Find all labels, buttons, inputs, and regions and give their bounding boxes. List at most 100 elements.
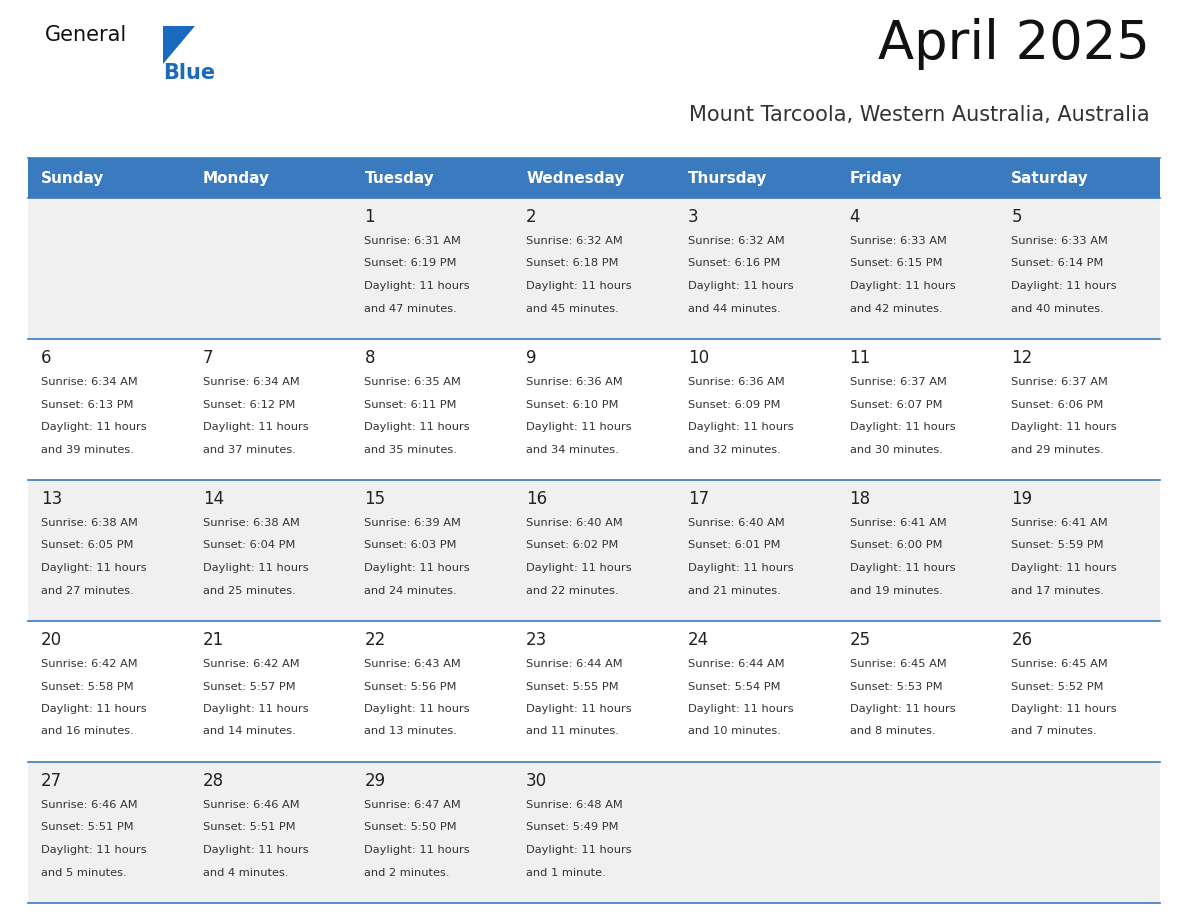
Text: Sunset: 6:05 PM: Sunset: 6:05 PM bbox=[42, 541, 133, 551]
Text: Sunrise: 6:45 AM: Sunrise: 6:45 AM bbox=[849, 659, 947, 669]
Text: 18: 18 bbox=[849, 490, 871, 508]
Text: Sunset: 5:56 PM: Sunset: 5:56 PM bbox=[365, 681, 457, 691]
Text: Sunrise: 6:46 AM: Sunrise: 6:46 AM bbox=[42, 800, 138, 810]
Text: and 42 minutes.: and 42 minutes. bbox=[849, 304, 942, 314]
Text: 6: 6 bbox=[42, 349, 51, 367]
Text: Tuesday: Tuesday bbox=[365, 171, 434, 185]
Text: Sunrise: 6:33 AM: Sunrise: 6:33 AM bbox=[849, 236, 947, 246]
Text: Sunrise: 6:35 AM: Sunrise: 6:35 AM bbox=[365, 377, 461, 387]
Text: Thursday: Thursday bbox=[688, 171, 767, 185]
Text: 8: 8 bbox=[365, 349, 375, 367]
Text: Daylight: 11 hours: Daylight: 11 hours bbox=[688, 422, 794, 432]
Text: Sunrise: 6:44 AM: Sunrise: 6:44 AM bbox=[526, 659, 623, 669]
Text: Sunset: 6:04 PM: Sunset: 6:04 PM bbox=[203, 541, 295, 551]
Text: Daylight: 11 hours: Daylight: 11 hours bbox=[526, 845, 632, 855]
Text: Sunday: Sunday bbox=[42, 171, 105, 185]
Text: Daylight: 11 hours: Daylight: 11 hours bbox=[849, 281, 955, 291]
Text: Daylight: 11 hours: Daylight: 11 hours bbox=[42, 704, 146, 714]
Text: 16: 16 bbox=[526, 490, 548, 508]
Text: Monday: Monday bbox=[203, 171, 270, 185]
Text: 29: 29 bbox=[365, 772, 386, 790]
Text: and 32 minutes.: and 32 minutes. bbox=[688, 444, 781, 454]
Text: and 25 minutes.: and 25 minutes. bbox=[203, 586, 296, 596]
Text: Daylight: 11 hours: Daylight: 11 hours bbox=[688, 704, 794, 714]
Text: Daylight: 11 hours: Daylight: 11 hours bbox=[42, 563, 146, 573]
Text: Sunset: 6:02 PM: Sunset: 6:02 PM bbox=[526, 541, 619, 551]
Text: Sunrise: 6:38 AM: Sunrise: 6:38 AM bbox=[203, 518, 299, 528]
Text: and 29 minutes.: and 29 minutes. bbox=[1011, 444, 1104, 454]
Text: and 45 minutes.: and 45 minutes. bbox=[526, 304, 619, 314]
Text: Sunset: 5:55 PM: Sunset: 5:55 PM bbox=[526, 681, 619, 691]
Text: Sunrise: 6:38 AM: Sunrise: 6:38 AM bbox=[42, 518, 138, 528]
Text: Sunrise: 6:36 AM: Sunrise: 6:36 AM bbox=[688, 377, 784, 387]
Text: Sunset: 6:10 PM: Sunset: 6:10 PM bbox=[526, 399, 619, 409]
Text: Sunrise: 6:40 AM: Sunrise: 6:40 AM bbox=[688, 518, 784, 528]
Text: 5: 5 bbox=[1011, 208, 1022, 226]
Text: and 17 minutes.: and 17 minutes. bbox=[1011, 586, 1104, 596]
Text: Daylight: 11 hours: Daylight: 11 hours bbox=[526, 422, 632, 432]
Text: Sunrise: 6:37 AM: Sunrise: 6:37 AM bbox=[849, 377, 947, 387]
Text: and 44 minutes.: and 44 minutes. bbox=[688, 304, 781, 314]
Text: Sunrise: 6:45 AM: Sunrise: 6:45 AM bbox=[1011, 659, 1108, 669]
Bar bbox=[29, 158, 1159, 198]
Polygon shape bbox=[163, 26, 195, 64]
Text: and 16 minutes.: and 16 minutes. bbox=[42, 726, 134, 736]
Text: Sunrise: 6:42 AM: Sunrise: 6:42 AM bbox=[203, 659, 299, 669]
Text: 22: 22 bbox=[365, 631, 386, 649]
Text: Sunset: 6:03 PM: Sunset: 6:03 PM bbox=[365, 541, 457, 551]
Text: and 7 minutes.: and 7 minutes. bbox=[1011, 726, 1097, 736]
Text: Sunrise: 6:39 AM: Sunrise: 6:39 AM bbox=[365, 518, 461, 528]
Text: Sunrise: 6:37 AM: Sunrise: 6:37 AM bbox=[1011, 377, 1108, 387]
Text: Daylight: 11 hours: Daylight: 11 hours bbox=[1011, 422, 1117, 432]
Text: April 2025: April 2025 bbox=[878, 18, 1150, 70]
Text: Sunset: 6:14 PM: Sunset: 6:14 PM bbox=[1011, 259, 1104, 268]
Text: 13: 13 bbox=[42, 490, 62, 508]
Text: Sunset: 5:58 PM: Sunset: 5:58 PM bbox=[42, 681, 133, 691]
Text: Sunset: 6:01 PM: Sunset: 6:01 PM bbox=[688, 541, 781, 551]
Text: 26: 26 bbox=[1011, 631, 1032, 649]
Text: Daylight: 11 hours: Daylight: 11 hours bbox=[203, 845, 309, 855]
Text: Daylight: 11 hours: Daylight: 11 hours bbox=[849, 704, 955, 714]
Text: Daylight: 11 hours: Daylight: 11 hours bbox=[365, 563, 470, 573]
Text: Sunrise: 6:48 AM: Sunrise: 6:48 AM bbox=[526, 800, 623, 810]
Text: Sunset: 6:07 PM: Sunset: 6:07 PM bbox=[849, 399, 942, 409]
Text: Daylight: 11 hours: Daylight: 11 hours bbox=[203, 422, 309, 432]
Text: Daylight: 11 hours: Daylight: 11 hours bbox=[526, 704, 632, 714]
Bar bbox=[29, 480, 1159, 621]
Text: 7: 7 bbox=[203, 349, 213, 367]
Text: 25: 25 bbox=[849, 631, 871, 649]
Text: Daylight: 11 hours: Daylight: 11 hours bbox=[1011, 563, 1117, 573]
Text: 28: 28 bbox=[203, 772, 223, 790]
Text: and 14 minutes.: and 14 minutes. bbox=[203, 726, 296, 736]
Text: 30: 30 bbox=[526, 772, 548, 790]
Text: Sunrise: 6:32 AM: Sunrise: 6:32 AM bbox=[526, 236, 623, 246]
Text: 14: 14 bbox=[203, 490, 223, 508]
Text: Daylight: 11 hours: Daylight: 11 hours bbox=[203, 704, 309, 714]
Text: Saturday: Saturday bbox=[1011, 171, 1089, 185]
Text: Daylight: 11 hours: Daylight: 11 hours bbox=[849, 563, 955, 573]
Text: Daylight: 11 hours: Daylight: 11 hours bbox=[526, 563, 632, 573]
Text: Sunrise: 6:41 AM: Sunrise: 6:41 AM bbox=[849, 518, 947, 528]
Text: Sunset: 6:09 PM: Sunset: 6:09 PM bbox=[688, 399, 781, 409]
Text: Sunrise: 6:36 AM: Sunrise: 6:36 AM bbox=[526, 377, 623, 387]
Bar bbox=[29, 339, 1159, 480]
Text: Daylight: 11 hours: Daylight: 11 hours bbox=[42, 845, 146, 855]
Text: Daylight: 11 hours: Daylight: 11 hours bbox=[849, 422, 955, 432]
Text: 27: 27 bbox=[42, 772, 62, 790]
Text: and 37 minutes.: and 37 minutes. bbox=[203, 444, 296, 454]
Text: Mount Tarcoola, Western Australia, Australia: Mount Tarcoola, Western Australia, Austr… bbox=[689, 105, 1150, 125]
Text: 21: 21 bbox=[203, 631, 225, 649]
Text: and 1 minute.: and 1 minute. bbox=[526, 868, 606, 878]
Text: and 13 minutes.: and 13 minutes. bbox=[365, 726, 457, 736]
Text: Sunset: 5:59 PM: Sunset: 5:59 PM bbox=[1011, 541, 1104, 551]
Text: Sunrise: 6:47 AM: Sunrise: 6:47 AM bbox=[365, 800, 461, 810]
Text: Daylight: 11 hours: Daylight: 11 hours bbox=[688, 281, 794, 291]
Text: Sunset: 6:18 PM: Sunset: 6:18 PM bbox=[526, 259, 619, 268]
Text: Sunset: 5:51 PM: Sunset: 5:51 PM bbox=[42, 823, 133, 833]
Text: Sunset: 6:16 PM: Sunset: 6:16 PM bbox=[688, 259, 781, 268]
Text: Sunset: 6:12 PM: Sunset: 6:12 PM bbox=[203, 399, 295, 409]
Text: Sunrise: 6:33 AM: Sunrise: 6:33 AM bbox=[1011, 236, 1108, 246]
Text: 4: 4 bbox=[849, 208, 860, 226]
Text: 12: 12 bbox=[1011, 349, 1032, 367]
Text: Sunset: 6:15 PM: Sunset: 6:15 PM bbox=[849, 259, 942, 268]
